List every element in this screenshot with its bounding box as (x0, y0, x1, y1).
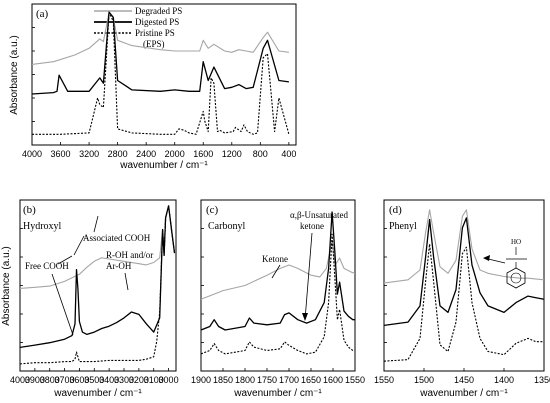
series-line-black-solid (20, 205, 176, 349)
annotation-free-cooh: Free COOH (25, 261, 69, 271)
panel-b-title: Hydroxyl (23, 221, 62, 232)
annotation-associated-cooh: Associated COOH (83, 233, 151, 243)
x-tick-label: 3700 (55, 375, 75, 385)
x-tick-label: 1400 (494, 375, 514, 385)
series-line-black-solid (32, 11, 289, 95)
x-tick-label: 2000 (165, 149, 185, 159)
panel-b-annotations: Associated COOH R-OH and/or Ar-OH Free C… (25, 215, 153, 336)
x-tick-label: 1750 (257, 375, 277, 385)
x-tick-label: 4000 (10, 375, 30, 385)
x-tick-label: 400 (281, 149, 296, 159)
x-tick-label: 3200 (79, 149, 99, 159)
panel-d-x-ticks: 1550 1500 1450 1400 1350 (374, 228, 550, 385)
x-tick-label: 1850 (213, 375, 233, 385)
x-tick-label: 4000 (22, 149, 42, 159)
x-tick-label: 1800 (235, 375, 255, 385)
x-tick-label: 2400 (136, 149, 156, 159)
benzene-ring-inner (510, 272, 522, 284)
panel-b-series (20, 205, 176, 365)
panel-b-x-ticks: 4000390038003700360035003400330032003100… (10, 228, 179, 385)
arrow-free-cooh-2 (51, 273, 74, 336)
x-tick-label: 1600 (193, 149, 213, 159)
legend-pristine-label-2: (EPS) (143, 39, 165, 49)
x-tick-label: 3900 (25, 375, 45, 385)
annotation-unsaturated-ketone: α,β-Unsaturated (290, 210, 349, 220)
legend-pristine-label: Pristine PS (135, 28, 175, 38)
series-line-black-solid (384, 217, 544, 327)
x-tick-label: 1350 (534, 375, 550, 385)
x-tick-label: 1650 (301, 375, 321, 385)
panel-a-label: (a) (36, 8, 49, 20)
panel-c-title: Carbonyl (208, 221, 245, 232)
panel-b: (b) Hydroxyl Absorbance (a.u.) wavenumbe… (1, 199, 179, 399)
series-line-gray-solid (201, 240, 355, 300)
x-tick-label: 3300 (114, 375, 134, 385)
x-tick-label: 1550 (345, 375, 365, 385)
series-line-black-dotted (201, 233, 355, 355)
x-tick-label: 1450 (454, 375, 474, 385)
panel-a-series (32, 11, 290, 135)
annotation-ketone: Ketone (262, 254, 288, 264)
panel-a-xlabel: wavenumber / cm⁻¹ (119, 160, 208, 171)
x-tick-label: 3000 (159, 375, 179, 385)
panel-a: (a) Absorbance (a.u.) wavenumber / cm⁻¹ … (9, 3, 297, 171)
annotation-ar-oh: Ar-OH (106, 261, 132, 271)
panel-d-label: (d) (389, 204, 402, 216)
x-tick-label: 1500 (414, 375, 434, 385)
panel-b-ylabel: Absorbance (a.u.) (1, 246, 12, 326)
panel-d-xlabel: wavenumber / cm⁻¹ (419, 388, 508, 399)
x-tick-label: 3600 (51, 149, 71, 159)
legend-degraded-label: Degraded PS (135, 6, 182, 16)
x-tick-label: 800 (253, 149, 268, 159)
arrow-r-oh (124, 272, 129, 291)
panel-c-series (201, 211, 355, 355)
series-line-gray-solid (32, 11, 289, 65)
arrow-head-unsaturated-ketone (302, 313, 308, 321)
phenyl-structure: HO (483, 238, 527, 289)
panel-b-label: (b) (23, 204, 36, 216)
arrow-free-cooh (57, 255, 73, 265)
panel-c-annotations: α,β-Unsaturated ketone Ketone (262, 210, 349, 321)
series-line-black-dotted (32, 11, 290, 135)
panel-c-x-ticks: 1900 1850 1800 1750 1700 1650 1600 1550 (191, 228, 365, 385)
arrow-ketone (271, 264, 281, 279)
arrow-unsaturated-ketone (304, 232, 313, 321)
panel-a-x-ticks: 4000 3600 3200 2800 2400 2000 1600 1200 800 400 (22, 27, 296, 159)
x-tick-label: 3800 (40, 375, 60, 385)
x-tick-label: 3100 (144, 375, 164, 385)
annotation-r-oh: R-OH and/or (106, 250, 153, 260)
annotation-unsaturated-ketone-2: ketone (300, 221, 324, 231)
series-line-black-dotted (20, 205, 176, 365)
panel-a-ylabel: Absorbance (a.u.) (9, 35, 20, 115)
x-tick-label: 1700 (279, 375, 299, 385)
panel-c-label: (c) (206, 204, 219, 216)
series-line-black-dotted (384, 243, 544, 362)
panel-d: (d) Phenyl wavenumber / cm⁻¹ 1550 1500 145… (374, 199, 550, 399)
arrow-associated-cooh (93, 215, 99, 233)
legend-digested-label: Digested PS (135, 17, 179, 27)
x-tick-label: 1550 (374, 375, 394, 385)
x-tick-label: 3600 (69, 375, 89, 385)
arrow-head-phenyl (483, 255, 490, 261)
panel-c: (c) Carbonyl wavenumber / cm⁻¹ 1900 1850 1… (191, 199, 365, 399)
panel-b-xlabel: wavenumber / cm⁻¹ (53, 388, 142, 399)
arrow-associated-cooh-2 (73, 235, 85, 256)
panel-d-title: Phenyl (389, 221, 417, 232)
structure-ho-label: HO (511, 238, 521, 246)
series-line-black-solid (201, 211, 355, 331)
x-tick-label: 3400 (99, 375, 119, 385)
x-tick-label: 1600 (323, 375, 343, 385)
benzene-ring (506, 267, 526, 289)
x-tick-label: 1900 (191, 375, 211, 385)
x-tick-label: 3500 (84, 375, 104, 385)
x-tick-label: 2800 (108, 149, 128, 159)
x-tick-label: 1200 (222, 149, 242, 159)
x-tick-label: 3200 (129, 375, 149, 385)
panel-c-xlabel: wavenumber / cm⁻¹ (233, 388, 322, 399)
